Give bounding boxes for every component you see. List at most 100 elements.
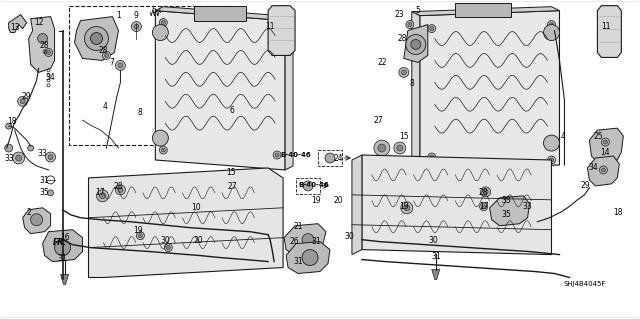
Circle shape bbox=[406, 34, 426, 55]
Text: B-40-46: B-40-46 bbox=[281, 152, 312, 158]
Text: 31: 31 bbox=[40, 176, 49, 185]
Text: 14: 14 bbox=[600, 147, 610, 157]
Circle shape bbox=[325, 153, 335, 163]
Text: 20: 20 bbox=[333, 196, 343, 205]
Polygon shape bbox=[88, 168, 283, 278]
Circle shape bbox=[159, 146, 167, 154]
Circle shape bbox=[28, 145, 34, 151]
Text: 34: 34 bbox=[45, 73, 56, 82]
Polygon shape bbox=[589, 128, 623, 162]
Polygon shape bbox=[285, 17, 293, 170]
Polygon shape bbox=[61, 274, 68, 285]
Circle shape bbox=[302, 234, 314, 246]
Polygon shape bbox=[74, 17, 118, 60]
Text: 33: 33 bbox=[38, 149, 47, 158]
Bar bbox=[68, 6, 233, 145]
Circle shape bbox=[18, 96, 28, 106]
Circle shape bbox=[45, 48, 52, 56]
Text: 28: 28 bbox=[99, 46, 108, 55]
Circle shape bbox=[104, 54, 108, 57]
Text: 6: 6 bbox=[230, 106, 235, 115]
Text: 4: 4 bbox=[561, 132, 566, 141]
Polygon shape bbox=[43, 230, 83, 262]
Text: 18: 18 bbox=[614, 208, 623, 217]
Circle shape bbox=[399, 67, 409, 78]
Text: 26: 26 bbox=[289, 237, 299, 246]
Circle shape bbox=[97, 190, 108, 202]
Circle shape bbox=[38, 33, 47, 43]
Text: 34: 34 bbox=[589, 163, 598, 173]
Circle shape bbox=[481, 187, 491, 197]
Text: 30: 30 bbox=[161, 236, 170, 245]
Text: 31: 31 bbox=[293, 257, 303, 266]
Polygon shape bbox=[490, 196, 529, 226]
Circle shape bbox=[134, 24, 139, 29]
Polygon shape bbox=[362, 155, 552, 255]
Circle shape bbox=[118, 63, 123, 68]
Circle shape bbox=[430, 26, 434, 31]
Circle shape bbox=[534, 218, 541, 226]
Circle shape bbox=[138, 234, 142, 238]
Text: 33: 33 bbox=[4, 153, 15, 162]
Text: 1: 1 bbox=[116, 11, 121, 20]
Polygon shape bbox=[286, 241, 330, 273]
Text: 8: 8 bbox=[137, 108, 142, 117]
Circle shape bbox=[408, 23, 412, 26]
Circle shape bbox=[118, 187, 123, 192]
Polygon shape bbox=[268, 6, 295, 56]
Circle shape bbox=[99, 193, 106, 199]
Text: 28: 28 bbox=[114, 182, 123, 191]
Circle shape bbox=[430, 155, 434, 159]
Circle shape bbox=[543, 135, 559, 151]
Text: 19: 19 bbox=[311, 196, 321, 205]
Circle shape bbox=[31, 214, 43, 226]
Circle shape bbox=[90, 33, 102, 45]
Polygon shape bbox=[412, 7, 559, 16]
Circle shape bbox=[131, 22, 141, 32]
Text: 11: 11 bbox=[602, 22, 611, 31]
Circle shape bbox=[406, 21, 414, 29]
Text: 27: 27 bbox=[227, 182, 237, 191]
Circle shape bbox=[483, 189, 488, 194]
Circle shape bbox=[47, 190, 54, 196]
Circle shape bbox=[404, 205, 410, 211]
Text: 24: 24 bbox=[333, 153, 343, 162]
Circle shape bbox=[411, 40, 420, 49]
Circle shape bbox=[48, 154, 53, 160]
Circle shape bbox=[302, 249, 318, 265]
Circle shape bbox=[602, 168, 605, 172]
Text: 15: 15 bbox=[399, 132, 408, 141]
Text: 23: 23 bbox=[394, 10, 404, 19]
Text: ⊗: ⊗ bbox=[42, 49, 47, 56]
Text: 8: 8 bbox=[410, 79, 414, 88]
Text: 7: 7 bbox=[109, 58, 114, 67]
Polygon shape bbox=[156, 11, 285, 170]
Polygon shape bbox=[284, 224, 326, 256]
Bar bbox=[195, 6, 246, 21]
Text: 11: 11 bbox=[266, 22, 275, 31]
Circle shape bbox=[115, 60, 125, 70]
Circle shape bbox=[45, 152, 56, 162]
Text: 5: 5 bbox=[415, 6, 420, 15]
Circle shape bbox=[428, 25, 436, 33]
Text: 4: 4 bbox=[103, 102, 108, 111]
Circle shape bbox=[159, 19, 167, 26]
Circle shape bbox=[275, 153, 279, 157]
Polygon shape bbox=[588, 156, 620, 186]
Text: 17: 17 bbox=[479, 202, 488, 211]
Polygon shape bbox=[597, 6, 621, 57]
Circle shape bbox=[397, 145, 403, 151]
Polygon shape bbox=[404, 25, 428, 63]
Circle shape bbox=[374, 140, 390, 156]
Circle shape bbox=[543, 25, 559, 41]
Text: B-40-46: B-40-46 bbox=[299, 182, 330, 188]
Circle shape bbox=[273, 25, 281, 33]
Circle shape bbox=[482, 205, 486, 209]
Text: 2: 2 bbox=[26, 208, 31, 217]
Text: 35: 35 bbox=[502, 210, 511, 219]
Bar bbox=[296, 178, 320, 194]
Circle shape bbox=[161, 148, 165, 152]
Circle shape bbox=[164, 244, 172, 252]
Circle shape bbox=[602, 138, 609, 146]
Circle shape bbox=[20, 99, 25, 104]
